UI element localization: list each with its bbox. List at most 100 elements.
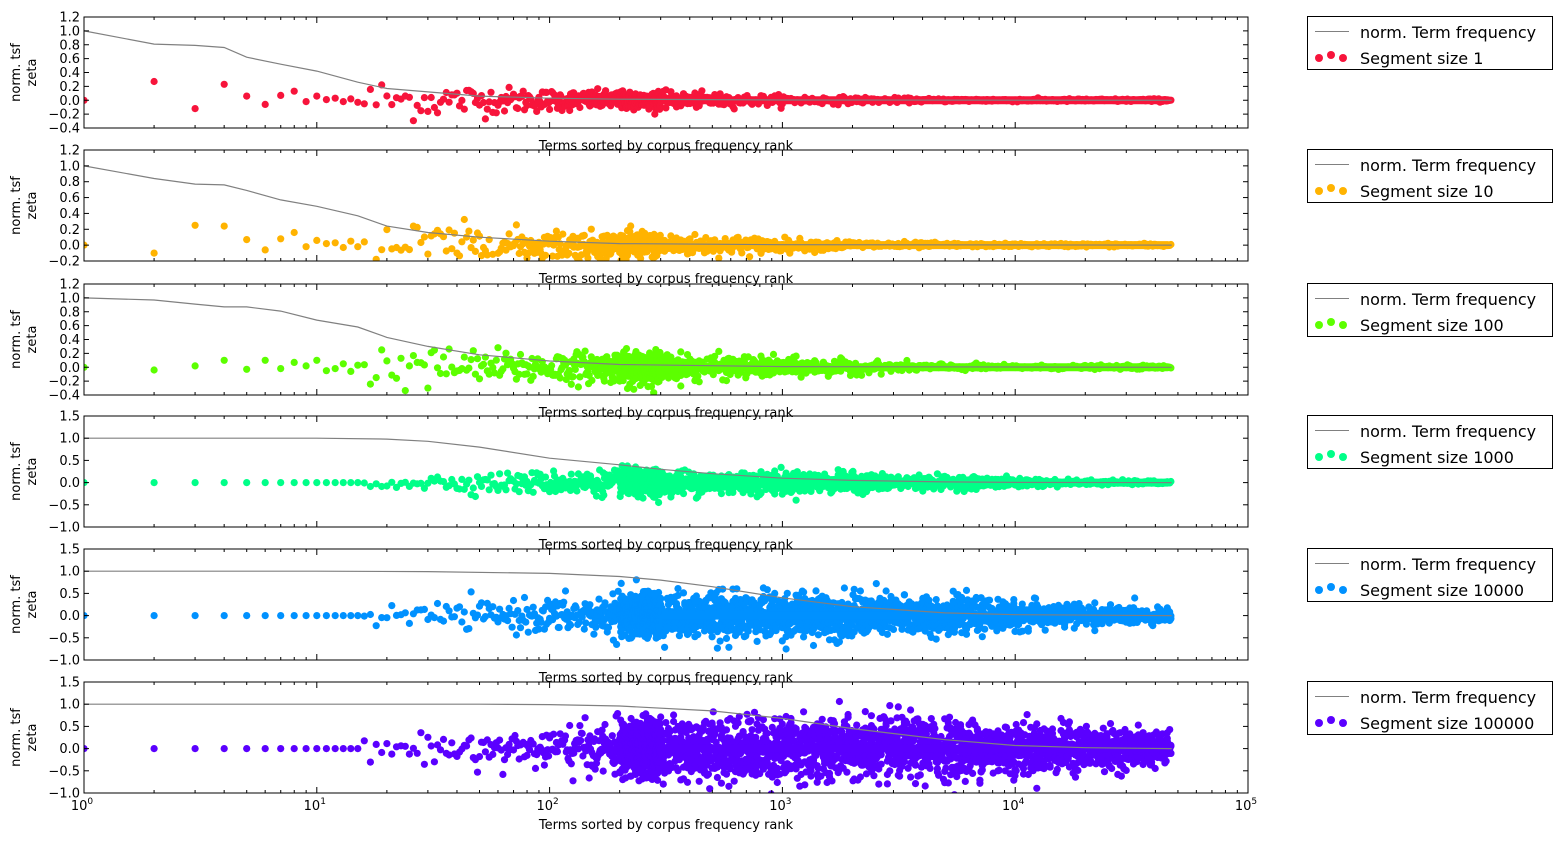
scatter-point (677, 382, 685, 390)
scatter-point (313, 92, 321, 100)
y-tick-label: 0.2 (59, 223, 80, 238)
scatter-point (516, 624, 525, 632)
scatter-point (347, 95, 355, 103)
scatter-point (366, 610, 374, 619)
scatter-point (442, 247, 450, 255)
scatter-point (473, 473, 482, 481)
scatter-point (405, 619, 413, 628)
scatter-point (475, 375, 484, 383)
y-tick-label: 0.0 (59, 361, 80, 376)
scatter-point (460, 215, 468, 224)
scatter-point (302, 612, 310, 620)
scatter-point (471, 492, 479, 501)
scatter-point (450, 613, 458, 621)
scatter-point (460, 353, 468, 361)
scatter-point (613, 640, 621, 649)
scatter-point (354, 98, 362, 106)
scatter-point (277, 365, 285, 373)
scatter-point (277, 479, 285, 487)
scatter-point (405, 362, 413, 370)
scatter-point (331, 239, 339, 247)
scatter-point (522, 237, 530, 245)
scatter-point (515, 488, 523, 496)
scatter-point (313, 479, 321, 487)
scatter-point (313, 356, 321, 364)
x-axis-label: Terms sorted by corpus frequency rank (538, 139, 794, 154)
scatter-point (420, 361, 428, 369)
scatter-point (566, 621, 575, 629)
plot-area (84, 165, 1175, 270)
scatter-point (413, 223, 421, 231)
scatter-point (496, 470, 504, 478)
scatter-point (471, 247, 479, 255)
scatter-point (388, 602, 396, 610)
scatter-point (467, 588, 475, 596)
scatter-point (150, 77, 158, 86)
scatter-point (347, 237, 355, 245)
scatter-point (565, 249, 573, 257)
scatter-point (481, 115, 489, 123)
y-axis-label-line2: zeta (25, 458, 40, 486)
scatter-point (562, 375, 570, 384)
scatter-point (596, 255, 604, 261)
y-tick-label: 0.8 (59, 175, 80, 190)
scatter-point (401, 609, 409, 617)
scatter-point (430, 614, 438, 622)
y-tick-label: 1.0 (59, 24, 80, 39)
scatter-point (383, 226, 391, 234)
scatter-point (677, 348, 685, 356)
scatter-point (420, 484, 428, 492)
scatter-point (383, 614, 391, 622)
y-tick-label: −0.2 (48, 255, 80, 270)
scatter-point (516, 350, 525, 359)
scatter-point (473, 355, 482, 363)
y-tick-label: −0.4 (48, 389, 80, 404)
scatter-point (465, 227, 473, 235)
scatter-point (339, 479, 347, 487)
scatter-point (600, 377, 609, 385)
scatter-point (366, 85, 374, 93)
scatter-point (512, 631, 521, 639)
scatter-point (492, 356, 500, 364)
scatter-point (477, 482, 486, 490)
scatter-point (322, 96, 330, 104)
scatter-point (261, 356, 269, 364)
scatter-point (383, 482, 391, 490)
scatter-point (448, 245, 456, 253)
scatter-point (487, 88, 495, 96)
scatter-point (455, 603, 464, 611)
scatter-point (535, 625, 543, 633)
scatter-point (524, 628, 532, 636)
scatter-point (560, 598, 568, 606)
scatter-point (433, 109, 442, 117)
scatter-point (502, 486, 510, 494)
y-tick-label: 0.8 (59, 38, 80, 53)
scatter-point (439, 233, 448, 241)
y-axis-label-line2: zeta (25, 59, 40, 87)
scatter-point (504, 469, 512, 477)
scatter-point (243, 479, 251, 487)
scatter-point (417, 238, 425, 247)
scatter-point (243, 365, 251, 373)
scatter-point (515, 370, 523, 378)
scatter-point (576, 373, 584, 381)
scatter-point (548, 362, 556, 370)
scatter-point (529, 603, 537, 611)
scatter-point (458, 238, 466, 246)
scatter-point (528, 354, 536, 363)
scatter-point (711, 352, 719, 360)
scatter-point (546, 263, 553, 270)
scatter-point (430, 103, 438, 112)
scatter-point (477, 599, 486, 607)
axes-frame (83, 415, 1249, 528)
scatter-point (409, 352, 417, 360)
scatter-point (546, 105, 554, 113)
scatter-point (514, 104, 522, 113)
scatter-point (409, 117, 417, 125)
scatter-point (730, 105, 738, 113)
scatter-point (541, 473, 550, 481)
plot-area (84, 570, 1175, 653)
